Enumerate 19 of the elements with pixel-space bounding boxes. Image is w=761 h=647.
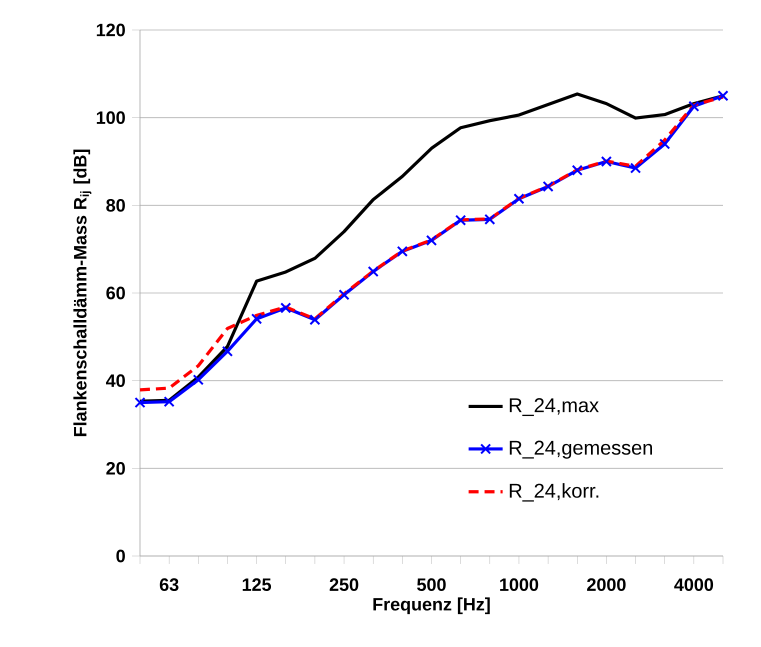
x-tick-label: 4000 [674, 578, 714, 592]
legend-label: R_24,korr. [510, 483, 598, 502]
legend-label: R_24,max [510, 398, 599, 416]
x-tick-label: 125 [242, 578, 272, 592]
y-tick-label: 60 [106, 286, 125, 300]
x-tick-label: 2000 [587, 578, 626, 592]
x-tick-label: 1000 [500, 578, 538, 592]
x-tick-label: 63 [160, 578, 178, 592]
x-tick-label: 250 [330, 578, 358, 592]
x-tick-label: 500 [417, 578, 446, 592]
y-tick-label: 40 [106, 374, 125, 388]
y-tick-label: 100 [96, 111, 125, 124]
y-tick-label: 0 [116, 550, 125, 562]
y-axis-title: Flankenschalldämm-Mass R$_{ij}$ [dB] [73, 150, 92, 436]
y-tick-label: 80 [106, 198, 125, 212]
y-tick-label: 20 [106, 462, 125, 475]
x-axis-title: Frequenz [Hz] [373, 597, 490, 614]
y-tick-label: 120 [96, 24, 125, 36]
legend-label: R_24,gemessen [510, 440, 652, 459]
